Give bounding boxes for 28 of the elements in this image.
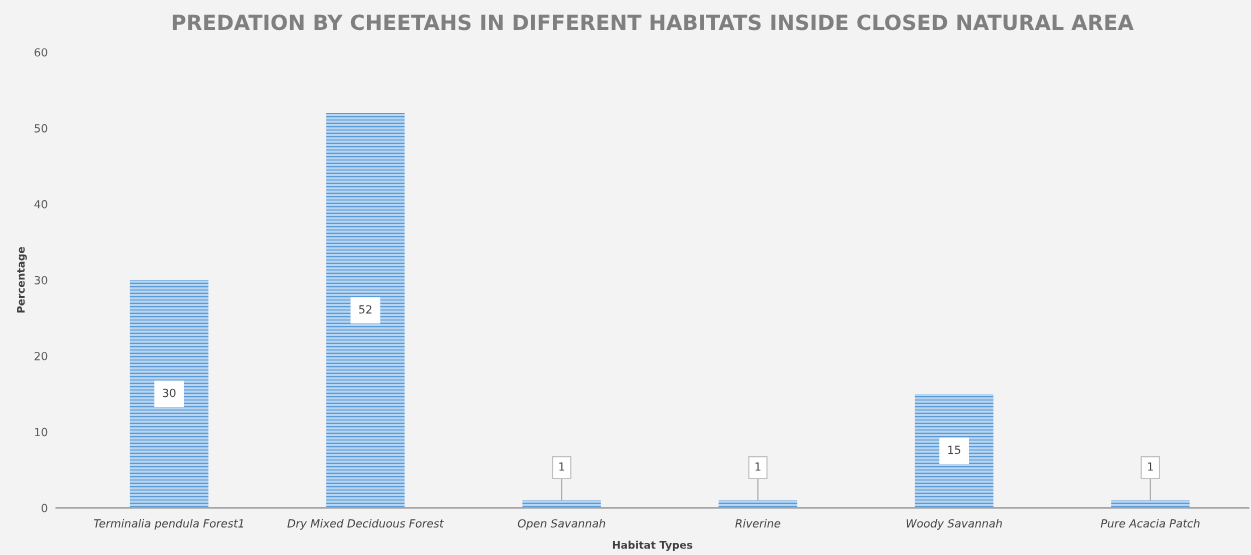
y-tick-label: 20 bbox=[34, 351, 48, 361]
y-tick-label: 0 bbox=[41, 503, 48, 513]
y-axis-title: Percentage bbox=[17, 246, 27, 313]
bar bbox=[326, 112, 405, 508]
data-label: 1 bbox=[755, 462, 761, 471]
data-label: 30 bbox=[162, 388, 176, 398]
bar bbox=[1111, 500, 1190, 508]
bar bbox=[129, 280, 209, 508]
x-axis-title: Habitat Types bbox=[612, 540, 693, 551]
y-tick-label: 60 bbox=[34, 48, 48, 57]
x-tick-label: Dry Mixed Deciduous Forest bbox=[287, 518, 444, 530]
y-tick-label: 40 bbox=[34, 200, 48, 209]
bar bbox=[914, 393, 994, 508]
x-tick-label: Riverine bbox=[735, 518, 781, 528]
data-label: 15 bbox=[948, 445, 961, 455]
y-tick-label: 50 bbox=[34, 124, 48, 133]
data-label: 1 bbox=[559, 462, 565, 471]
x-tick-label: Terminalia pendula Forest1 bbox=[93, 518, 244, 530]
data-label: 1 bbox=[1148, 462, 1153, 471]
y-tick-label: 30 bbox=[34, 275, 48, 285]
bar bbox=[522, 500, 601, 508]
bar bbox=[718, 500, 798, 508]
x-tick-label: Pure Acacia Patch bbox=[1100, 518, 1200, 528]
x-tick-label: Woody Savannah bbox=[906, 518, 1002, 530]
chart-title: PREDATION BY CHEETAHS IN DIFFERENT HABITATS INSIDE CLOSED NATURAL AREA bbox=[172, 14, 1134, 31]
x-tick-label: Open Savannah bbox=[517, 518, 606, 530]
y-tick-label: 10 bbox=[35, 427, 48, 437]
data-label: 52 bbox=[359, 305, 372, 314]
